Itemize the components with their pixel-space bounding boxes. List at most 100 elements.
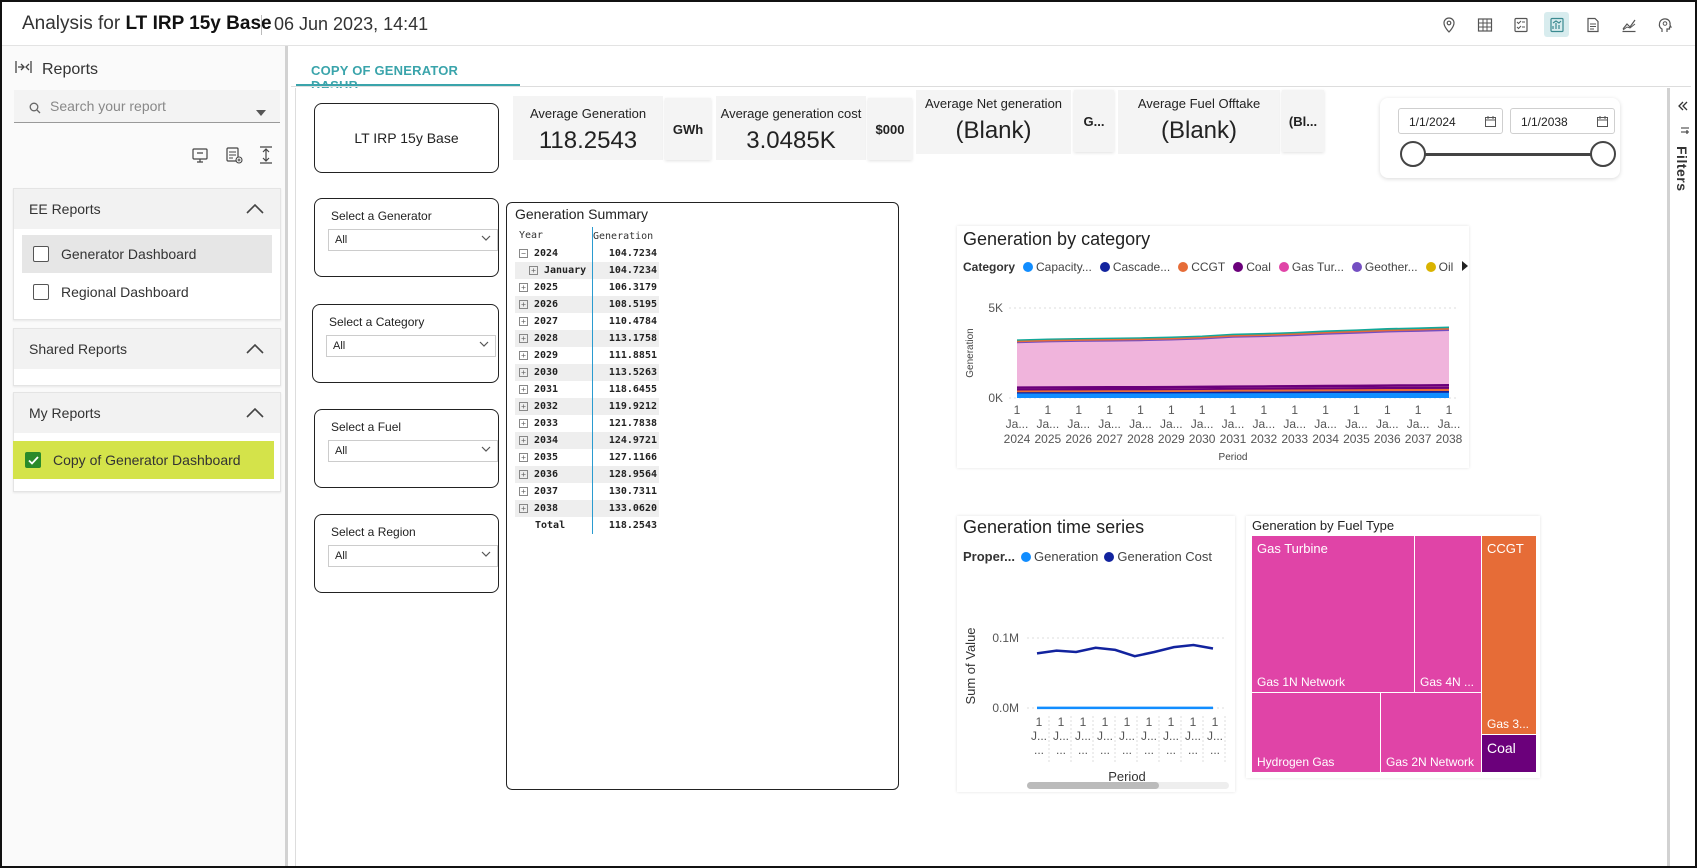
x-tick-label: 1 bbox=[1168, 403, 1175, 417]
document-icon[interactable] bbox=[1580, 12, 1605, 37]
expand-icon[interactable]: + bbox=[519, 334, 528, 343]
year-cell: +2035 bbox=[515, 449, 593, 466]
generation-time-series-chart: Generation time series Proper... Generat… bbox=[957, 516, 1235, 792]
card-label: Average Generation bbox=[529, 106, 647, 121]
present-icon[interactable] bbox=[191, 146, 209, 169]
x-tick-label: J... bbox=[1163, 729, 1179, 743]
x-tick-label: 1 bbox=[1384, 403, 1391, 417]
report-item-copy-of-generator-dashboard[interactable]: Copy of Generator Dashboard bbox=[13, 441, 274, 479]
legend-item[interactable]: Cascade... bbox=[1099, 260, 1170, 274]
legend-item[interactable]: Capacity... bbox=[1023, 260, 1092, 274]
chevron-up-icon[interactable] bbox=[246, 341, 264, 357]
start-date-input[interactable]: 1/1/2024 bbox=[1398, 108, 1503, 134]
legend-item[interactable]: Gas Tur... bbox=[1278, 260, 1344, 274]
column-header-year: Year bbox=[515, 227, 593, 245]
collapse-icon[interactable]: − bbox=[519, 249, 528, 258]
search-dropdown-icon[interactable] bbox=[256, 103, 266, 121]
legend-item[interactable]: Geother... bbox=[1351, 260, 1418, 274]
location-icon[interactable] bbox=[1436, 12, 1461, 37]
add-report-icon[interactable] bbox=[225, 146, 243, 169]
filter-icon[interactable] bbox=[1680, 124, 1690, 142]
legend-dot bbox=[1178, 262, 1189, 272]
expand-icon[interactable]: + bbox=[519, 402, 528, 411]
date-slider-end-handle[interactable] bbox=[1590, 141, 1616, 167]
expand-icon[interactable]: + bbox=[519, 504, 528, 513]
my-reports-header[interactable]: My Reports bbox=[14, 393, 280, 433]
report-checkbox-checked[interactable] bbox=[25, 452, 41, 468]
expand-icon[interactable]: + bbox=[519, 283, 528, 292]
expand-icon[interactable]: + bbox=[529, 266, 538, 275]
collapse-sidebar-icon[interactable] bbox=[14, 60, 34, 79]
report-checkbox[interactable] bbox=[33, 284, 49, 300]
expand-icon[interactable]: + bbox=[519, 317, 528, 326]
generator-dropdown[interactable]: All bbox=[328, 229, 498, 251]
expand-icon[interactable]: + bbox=[519, 419, 528, 428]
year-label: 2037 bbox=[534, 486, 559, 497]
area-series[interactable] bbox=[1017, 330, 1449, 398]
tab-divider bbox=[291, 86, 1691, 87]
calendar-icon[interactable] bbox=[1485, 116, 1496, 130]
expand-icon[interactable]: + bbox=[519, 487, 528, 496]
ee-reports-header[interactable]: EE Reports bbox=[14, 189, 280, 229]
legend-next-icon[interactable] bbox=[1461, 260, 1469, 274]
treemap-cell[interactable]: Gas Turbine Gas 1N Network bbox=[1252, 536, 1414, 692]
search-input[interactable] bbox=[50, 98, 240, 114]
horizontal-scrollbar-thumb[interactable] bbox=[1027, 782, 1159, 789]
region-dropdown[interactable]: All bbox=[328, 545, 498, 567]
legend-item[interactable]: Oil bbox=[1425, 260, 1454, 274]
chart-icon[interactable] bbox=[1544, 12, 1569, 37]
legend-item[interactable]: CCGT bbox=[1178, 260, 1225, 274]
checklist-icon[interactable] bbox=[1508, 12, 1533, 37]
expand-icon[interactable]: + bbox=[519, 453, 528, 462]
generation-cell: 121.7838 bbox=[608, 418, 657, 429]
filters-label[interactable]: Filters bbox=[1674, 146, 1690, 192]
date-slider-start-handle[interactable] bbox=[1400, 141, 1426, 167]
x-tick-label: 1 bbox=[1190, 715, 1197, 729]
generation-cell: 118.2543 bbox=[608, 520, 657, 531]
legend-item[interactable]: Generation Cost bbox=[1104, 549, 1212, 564]
tab-copy-of-generator-dashboard[interactable]: COPY OF GENERATOR DASHB... bbox=[296, 56, 520, 93]
expand-icon[interactable]: + bbox=[519, 470, 528, 479]
treemap-cell[interactable]: Coal bbox=[1482, 735, 1536, 772]
expand-icon[interactable]: + bbox=[519, 300, 528, 309]
table-icon[interactable] bbox=[1472, 12, 1497, 37]
x-tick-label: ... bbox=[1034, 743, 1044, 757]
expand-filters-icon[interactable] bbox=[1678, 98, 1688, 116]
treemap-cell[interactable]: Hydrogen Gas bbox=[1252, 693, 1380, 772]
report-item-regional-dashboard[interactable]: Regional Dashboard bbox=[22, 273, 272, 311]
chevron-down-icon bbox=[481, 233, 491, 246]
report-search-box[interactable] bbox=[14, 90, 280, 123]
expand-icon[interactable]: + bbox=[519, 351, 528, 360]
fuel-dropdown[interactable]: All bbox=[328, 440, 498, 462]
x-tick-label: J... bbox=[1097, 729, 1113, 743]
head-icon[interactable] bbox=[1652, 12, 1677, 37]
chevron-up-icon[interactable] bbox=[246, 201, 264, 217]
x-tick-label: ... bbox=[1188, 743, 1198, 757]
report-item-generator-dashboard[interactable]: Generator Dashboard bbox=[22, 235, 272, 273]
expand-icon[interactable]: + bbox=[519, 436, 528, 445]
end-date-input[interactable]: 1/1/2038 bbox=[1510, 108, 1615, 134]
table-row: +2025 106.3179 bbox=[515, 279, 659, 296]
expand-collapse-icon[interactable] bbox=[259, 146, 273, 169]
chevron-down-icon bbox=[479, 339, 489, 352]
shared-reports-header[interactable]: Shared Reports bbox=[14, 329, 280, 369]
series-line bbox=[1016, 328, 1450, 343]
category-dropdown[interactable]: All bbox=[326, 335, 496, 357]
chevron-up-icon[interactable] bbox=[246, 405, 264, 421]
table-row: +2034 124.9721 bbox=[515, 432, 659, 449]
report-checkbox[interactable] bbox=[33, 246, 49, 262]
trend-icon[interactable] bbox=[1616, 12, 1641, 37]
treemap-cell[interactable]: Gas 4N ... bbox=[1415, 536, 1481, 692]
table-row: +2029 111.8851 bbox=[515, 347, 659, 364]
year-cell: +2036 bbox=[515, 466, 593, 483]
treemap-cell[interactable]: CCGT Gas 3... bbox=[1482, 536, 1536, 734]
expand-icon[interactable]: + bbox=[519, 385, 528, 394]
treemap-cell[interactable]: Gas 2N Network bbox=[1381, 693, 1481, 772]
calendar-icon[interactable] bbox=[1597, 116, 1608, 130]
series-line[interactable] bbox=[1036, 643, 1214, 658]
legend-label: Oil bbox=[1438, 260, 1454, 274]
legend-item[interactable]: Coal bbox=[1233, 260, 1271, 274]
x-tick-label: 1 bbox=[1168, 715, 1175, 729]
legend-item[interactable]: Generation bbox=[1021, 549, 1098, 564]
expand-icon[interactable]: + bbox=[519, 368, 528, 377]
